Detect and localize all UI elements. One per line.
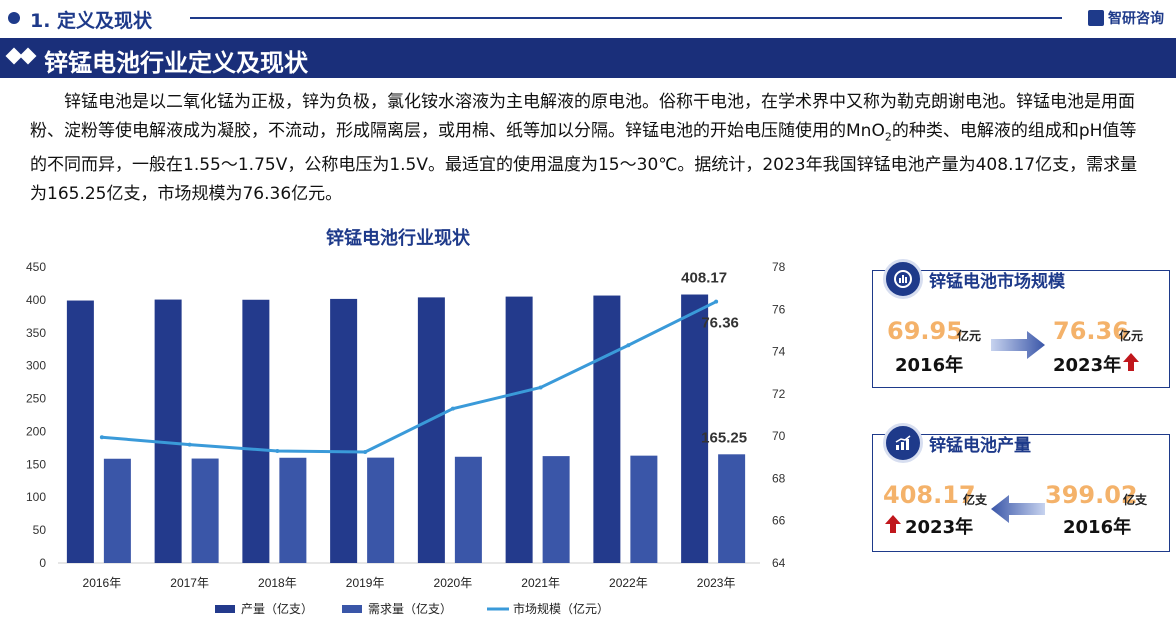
market-size-point — [450, 406, 455, 411]
market-size-card: 锌锰电池市场规模 69.95 亿元 2016年 76.36 亿元 2023年 — [872, 259, 1170, 388]
brand-name: 智研咨询 — [1108, 11, 1164, 27]
chart-title: 锌锰电池行业现状 — [326, 228, 470, 249]
up-arrow-icon — [1123, 353, 1139, 371]
bar-demand — [367, 457, 395, 563]
production-latest-unit: 亿支 — [963, 493, 988, 507]
trend-chart-icon — [883, 423, 923, 463]
market-to-value: 76.36 — [1053, 317, 1129, 345]
diamond-icon — [19, 47, 37, 65]
x-tick-label: 2021年 — [521, 576, 560, 590]
x-tick-label: 2020年 — [434, 576, 473, 590]
y-right-tick-label: 64 — [772, 556, 786, 570]
y-left-tick-label: 200 — [26, 424, 46, 438]
market-size-point — [538, 385, 543, 390]
bar-production — [593, 295, 621, 563]
production-latest-value: 408.17 — [883, 481, 976, 509]
y-left-tick-label: 300 — [26, 359, 46, 373]
title-banner: 锌锰电池行业定义及现状 — [0, 38, 1176, 78]
market-size-line — [101, 300, 717, 454]
brand-logo-icon — [1088, 10, 1104, 26]
market-to-unit: 亿元 — [1119, 329, 1144, 343]
market-size-point — [626, 343, 631, 348]
x-tick-label: 2017年 — [170, 576, 209, 590]
y-right-tick-label: 74 — [772, 345, 786, 359]
bar-production — [242, 299, 270, 563]
bar-demand — [103, 458, 131, 563]
bar-demand — [718, 454, 746, 563]
market-from-year: 2016年 — [895, 355, 964, 376]
bar-production — [417, 297, 445, 563]
arrow-left-icon — [991, 495, 1045, 523]
up-arrow-icon — [885, 515, 901, 533]
market-size-point — [275, 448, 280, 453]
y-left-tick-label: 250 — [26, 392, 46, 406]
data-label: 76.36 — [701, 315, 739, 332]
y-right-tick-label: 76 — [772, 302, 786, 316]
market-card-title: 锌锰电池市场规模 — [929, 271, 1065, 292]
intro-paragraph: 锌锰电池是以二氧化锰为正极，锌为负极，氯化铵水溶液为主电解液的原电池。俗称干电池… — [30, 88, 1150, 208]
production-latest-year: 2023年 — [905, 517, 974, 538]
data-label: 165.25 — [701, 429, 747, 446]
section-bullet-icon — [8, 12, 20, 24]
y-left-tick-label: 150 — [26, 457, 46, 471]
legend-label: 需求量（亿支） — [368, 601, 452, 616]
x-tick-label: 2023年 — [697, 576, 736, 590]
intro-text-2: 的种类、电解液的组成和pH值等的不同而异，一般在1.55～1.75V，公称电压为… — [30, 120, 1138, 204]
y-left-tick-label: 100 — [26, 490, 46, 504]
y-right-tick-label: 68 — [772, 471, 786, 485]
market-card-header: 锌锰电池市场规模 — [883, 259, 1065, 299]
legend-label: 产量（亿支） — [241, 601, 313, 616]
market-size-point — [187, 442, 192, 447]
arrow-right-icon — [991, 331, 1045, 359]
y-right-tick-label: 78 — [772, 260, 786, 274]
bar-production — [505, 296, 533, 563]
market-size-point — [714, 299, 719, 304]
x-tick-label: 2022年 — [609, 576, 648, 590]
x-tick-label: 2016年 — [83, 576, 122, 590]
y-left-tick-label: 400 — [26, 293, 46, 307]
market-from-value: 69.95 — [887, 317, 963, 345]
bar-chart-icon — [883, 259, 923, 299]
intro-subscript: 2 — [884, 129, 892, 143]
bar-demand — [279, 457, 307, 563]
market-to-year: 2023年 — [1053, 355, 1122, 376]
y-right-tick-label: 70 — [772, 429, 786, 443]
combo-chart: 0 50 100 150 200 250 300 350 400 450 64 66 68 70 72 74 7… — [26, 260, 786, 616]
bar-demand — [454, 456, 482, 563]
production-card-header: 锌锰电池产量 — [883, 423, 1031, 463]
legend-swatch — [342, 605, 362, 613]
y-left-tick-label: 450 — [26, 260, 46, 274]
page-title: 锌锰电池行业定义及现状 — [44, 49, 308, 77]
brand-logo: 智研咨询 — [1088, 8, 1164, 28]
data-label: 408.17 — [681, 270, 727, 287]
x-tick-label: 2018年 — [258, 576, 297, 590]
production-base-year: 2016年 — [1063, 517, 1132, 538]
bar-production — [681, 294, 709, 563]
legend-label: 市场规模（亿元） — [513, 601, 609, 616]
y-left-tick-label: 50 — [33, 523, 47, 537]
y-left-tick-label: 350 — [26, 326, 46, 340]
bar-demand — [542, 456, 570, 563]
bar-demand — [191, 458, 219, 563]
production-card-title: 锌锰电池产量 — [929, 435, 1031, 456]
legend-swatch — [215, 605, 235, 613]
bar-production — [66, 300, 94, 563]
market-from-unit: 亿元 — [957, 329, 982, 343]
production-base-unit: 亿支 — [1123, 493, 1148, 507]
y-right-tick-label: 66 — [772, 514, 786, 528]
bar-production — [330, 298, 358, 563]
header-divider — [190, 17, 1062, 19]
intro-text-1: 锌锰电池是以二氧化锰为正极，锌为负极，氯化铵水溶液为主电解液的原电池。俗称干电池… — [30, 92, 1135, 141]
bar-demand — [630, 455, 658, 563]
top-bar: 1. 定义及现状 智研咨询 — [0, 0, 1176, 36]
production-base-value: 399.02 — [1045, 481, 1138, 509]
market-size-point — [363, 450, 368, 454]
bar-production — [154, 299, 182, 563]
market-size-point — [99, 435, 104, 440]
x-tick-label: 2019年 — [346, 576, 385, 590]
section-title: 1. 定义及现状 — [30, 10, 153, 32]
production-card: 锌锰电池产量 408.17 亿支 2023年 399.02 亿支 2016年 — [872, 423, 1170, 552]
y-left-tick-label: 0 — [39, 556, 46, 570]
y-right-tick-label: 72 — [772, 387, 786, 401]
